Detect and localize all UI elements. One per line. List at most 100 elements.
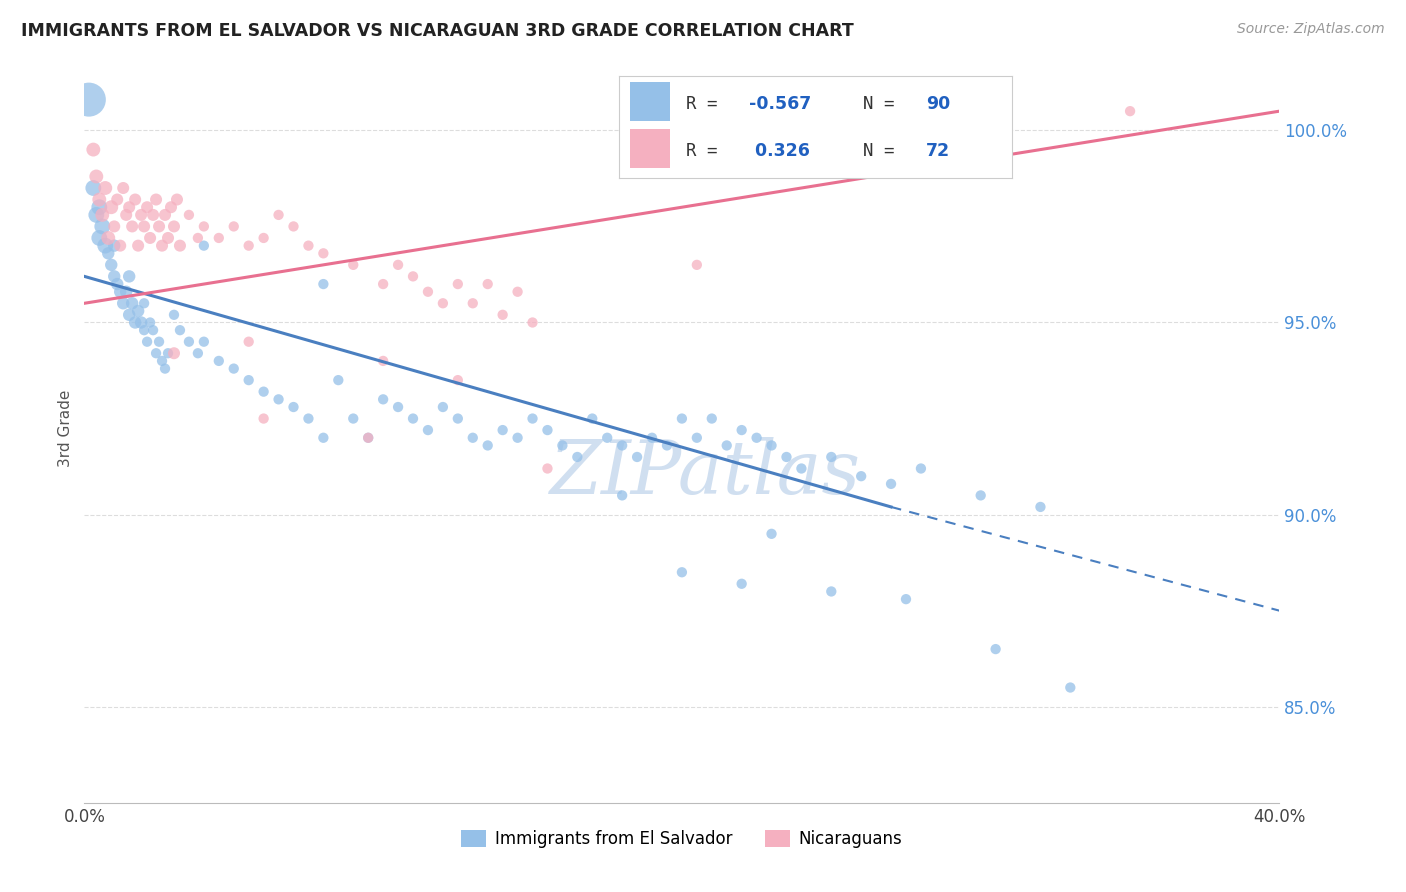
- Text: Source: ZipAtlas.com: Source: ZipAtlas.com: [1237, 22, 1385, 37]
- Point: [820, 450, 842, 464]
- Text: R =: R =: [686, 95, 727, 112]
- Point: [163, 308, 186, 322]
- Point: [297, 238, 319, 252]
- Point: [139, 316, 162, 330]
- Point: [110, 238, 132, 252]
- Point: [312, 246, 335, 260]
- Point: [267, 208, 290, 222]
- Point: [139, 231, 162, 245]
- Point: [118, 308, 141, 322]
- Point: [177, 208, 200, 222]
- Point: [567, 450, 589, 464]
- Text: ZIPatlas: ZIPatlas: [550, 437, 862, 509]
- Point: [157, 231, 180, 245]
- Point: [193, 334, 215, 349]
- Point: [238, 334, 260, 349]
- Point: [596, 431, 619, 445]
- Point: [82, 143, 104, 157]
- Point: [150, 238, 173, 252]
- Y-axis label: 3rd Grade: 3rd Grade: [58, 390, 73, 467]
- Point: [110, 285, 132, 299]
- Text: 72: 72: [925, 142, 950, 160]
- Point: [447, 277, 470, 291]
- Point: [148, 334, 170, 349]
- Point: [253, 231, 276, 245]
- Point: [208, 231, 231, 245]
- Point: [626, 450, 648, 464]
- Point: [477, 438, 499, 452]
- Point: [127, 304, 149, 318]
- Point: [731, 423, 754, 437]
- Point: [100, 200, 122, 214]
- Point: [1029, 500, 1052, 514]
- Point: [880, 476, 903, 491]
- Point: [115, 285, 138, 299]
- Bar: [630, 82, 669, 121]
- Point: [312, 431, 335, 445]
- Point: [700, 411, 723, 425]
- Point: [447, 373, 470, 387]
- Point: [745, 431, 768, 445]
- Point: [373, 277, 395, 291]
- Point: [129, 316, 152, 330]
- Point: [105, 193, 128, 207]
- Point: [671, 566, 693, 580]
- Point: [671, 411, 693, 425]
- Point: [91, 219, 114, 234]
- Point: [103, 238, 125, 252]
- Point: [77, 93, 100, 107]
- Point: [97, 231, 120, 245]
- Point: [1119, 104, 1142, 119]
- Point: [731, 576, 754, 591]
- Point: [716, 438, 738, 452]
- Point: [447, 411, 470, 425]
- Point: [536, 461, 558, 475]
- Point: [193, 238, 215, 252]
- Point: [432, 400, 454, 414]
- Point: [402, 411, 425, 425]
- Point: [115, 208, 138, 222]
- Point: [416, 285, 439, 299]
- Point: [163, 219, 186, 234]
- Point: [851, 469, 873, 483]
- Point: [121, 296, 143, 310]
- Point: [373, 392, 395, 407]
- Point: [105, 277, 128, 291]
- Point: [402, 269, 425, 284]
- Point: [132, 296, 156, 310]
- Point: [312, 277, 335, 291]
- Point: [94, 238, 117, 252]
- Point: [100, 258, 122, 272]
- Point: [581, 411, 603, 425]
- Point: [103, 269, 125, 284]
- Text: N =: N =: [863, 142, 904, 160]
- Point: [103, 219, 125, 234]
- Point: [342, 411, 364, 425]
- Point: [761, 526, 783, 541]
- Text: N =: N =: [863, 95, 904, 112]
- Point: [506, 285, 529, 299]
- Point: [118, 269, 141, 284]
- Point: [86, 169, 108, 184]
- Point: [820, 584, 842, 599]
- Point: [124, 316, 146, 330]
- Point: [432, 296, 454, 310]
- Point: [461, 296, 484, 310]
- Point: [91, 208, 114, 222]
- Point: [187, 231, 209, 245]
- Point: [522, 316, 544, 330]
- Point: [283, 400, 305, 414]
- Point: [132, 219, 156, 234]
- Point: [297, 411, 319, 425]
- Point: [129, 208, 152, 222]
- Point: [127, 238, 149, 252]
- Point: [1059, 681, 1081, 695]
- Point: [124, 193, 146, 207]
- Point: [187, 346, 209, 360]
- Point: [686, 258, 709, 272]
- Point: [136, 334, 159, 349]
- Point: [342, 258, 364, 272]
- Point: [132, 323, 156, 337]
- Point: [153, 361, 176, 376]
- Point: [910, 461, 932, 475]
